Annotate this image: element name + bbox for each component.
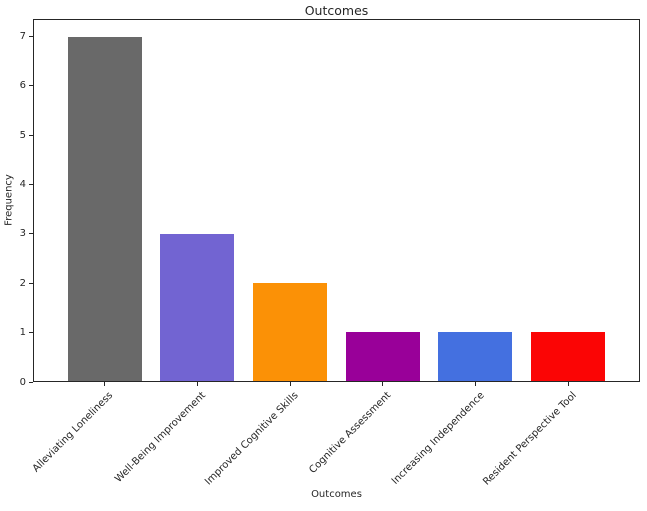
y-tick-label: 6: [19, 80, 26, 92]
chart-title: Outcomes: [304, 3, 369, 18]
y-tick-mark: [29, 35, 33, 37]
bar: [160, 233, 235, 381]
y-tick-mark: [29, 332, 33, 334]
plot-area: [33, 19, 640, 382]
x-tick-label: Alleviating Loneliness: [31, 390, 116, 475]
x-tick-mark: [197, 382, 198, 386]
y-tick-mark: [29, 183, 33, 185]
x-axis-label: Outcomes: [311, 489, 362, 500]
x-tick-label: Increasing Independence: [389, 390, 487, 487]
x-tick-label: Cognitive Assessment: [307, 390, 394, 476]
x-tick-mark: [289, 382, 291, 386]
y-tick-mark: [29, 134, 33, 136]
bar: [253, 282, 328, 381]
bar: [345, 331, 420, 381]
y-tick-label: 7: [19, 30, 26, 42]
x-tick-label: Improved Cognitive Skills: [203, 390, 301, 488]
y-tick-label: 0: [19, 376, 26, 388]
x-tick-mark: [104, 382, 106, 386]
y-tick-mark: [29, 282, 33, 284]
y-tick-label: 4: [19, 178, 26, 190]
x-tick-mark: [382, 382, 384, 386]
y-tick-mark: [29, 233, 33, 235]
y-tick-mark: [29, 381, 33, 383]
y-tick-label: 3: [19, 228, 26, 240]
y-tick-mark: [29, 85, 33, 87]
bar: [67, 37, 142, 381]
bar: [438, 331, 513, 381]
y-tick-label: 2: [19, 277, 26, 289]
y-tick-label: 5: [19, 129, 26, 141]
x-tick-mark: [567, 382, 569, 386]
x-tick-label: Resident Perspective Tool: [481, 390, 579, 488]
x-tick-mark: [475, 382, 476, 386]
bar: [531, 331, 606, 381]
x-tick-label: Well-Being Improvement: [113, 390, 209, 485]
y-tick-label: 1: [19, 327, 26, 339]
